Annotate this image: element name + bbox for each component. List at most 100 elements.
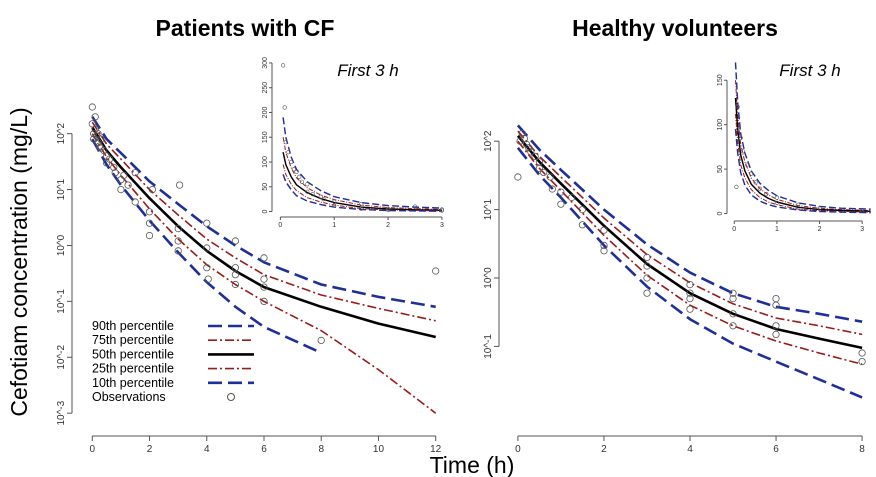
p75-line xyxy=(517,130,863,336)
y-tick-label: 10^0 xyxy=(56,234,67,256)
inset-observation-point xyxy=(305,182,310,187)
observation-point xyxy=(643,289,651,297)
observation-point xyxy=(729,310,737,318)
observation-point xyxy=(131,198,139,206)
inset-observation-point xyxy=(740,149,745,154)
observation-point xyxy=(105,155,114,163)
observation-point xyxy=(231,237,239,245)
observation-point xyxy=(858,357,866,366)
observation-point xyxy=(772,322,780,330)
inset-observation-point xyxy=(738,135,743,141)
inset-observation-point xyxy=(359,206,364,211)
inset-observation-point xyxy=(283,140,288,145)
observation-point xyxy=(772,294,780,303)
inset-background xyxy=(730,58,875,218)
inset-observation-point xyxy=(774,200,780,205)
inset-observation-point xyxy=(749,171,754,176)
y-tick-label: 10^-1 xyxy=(483,334,494,359)
x-tick-label: 2 xyxy=(601,444,607,455)
observation-point xyxy=(578,221,587,229)
x-tick-label: 12 xyxy=(430,444,442,455)
inset-x-tick-label: 1 xyxy=(332,222,336,229)
inset-observation-point xyxy=(386,207,391,213)
observation-point xyxy=(176,181,184,189)
p75-line xyxy=(91,121,436,322)
inset-y-tick-label: 200 xyxy=(262,107,269,119)
x-tick-label: 4 xyxy=(204,444,210,455)
inset-p50-line xyxy=(734,97,871,213)
observation-point xyxy=(145,232,154,240)
inset-observation-point xyxy=(299,179,305,184)
inset-observation-point xyxy=(282,105,287,110)
inset-plot: 0 1 2 3 0 50 100 150 200 250 300 First 3 h xyxy=(262,57,450,229)
y-tick-label: 10^2 xyxy=(56,123,67,145)
observation-point xyxy=(686,280,694,289)
x-tick-label: 2 xyxy=(147,444,153,455)
inset-observation-point xyxy=(744,162,750,167)
inset-observation-point xyxy=(297,174,302,179)
inset-observation-point xyxy=(332,203,337,208)
x-axis: 0 2 4 6 8 10 12 xyxy=(90,435,442,455)
inset-p75-line xyxy=(735,80,871,211)
inset-y-tick-label: 50 xyxy=(717,165,724,173)
inset-x-tick-label: 0 xyxy=(278,222,282,229)
observation-point xyxy=(557,200,565,208)
y-tick-label: 10^1 xyxy=(483,198,494,220)
observation-point xyxy=(531,152,539,160)
x-tick-label: 6 xyxy=(773,444,779,455)
inset-title: First 3 h xyxy=(779,61,840,80)
observation-point xyxy=(260,283,268,291)
observation-point xyxy=(95,142,104,150)
observation-point xyxy=(145,219,154,227)
x-tick-label: 8 xyxy=(318,444,324,455)
inset-observation-point xyxy=(736,127,741,132)
observation-point xyxy=(174,237,182,245)
inset-y-tick-label: 50 xyxy=(262,183,269,191)
observation-point xyxy=(568,193,576,202)
p90-line xyxy=(516,124,863,323)
inset-p25-line xyxy=(282,164,442,212)
inset-p10-line xyxy=(282,174,442,212)
observation-point xyxy=(643,262,651,270)
observation-point xyxy=(729,294,737,303)
inset-background xyxy=(275,58,450,214)
inset-p10-line xyxy=(734,129,871,214)
inset-observation-point xyxy=(735,104,740,109)
inset-p25-line xyxy=(735,113,871,213)
inset-plot: 0 1 2 3 0 50 100 150 First 3 h xyxy=(717,58,875,233)
observation-point xyxy=(729,322,737,330)
observation-point xyxy=(203,219,211,227)
inset-observation-point xyxy=(286,150,291,155)
observation-point xyxy=(231,264,239,272)
inset-y-tick-label: 250 xyxy=(262,82,269,94)
inset-title: First 3 h xyxy=(337,61,398,80)
observation-point xyxy=(600,247,608,255)
observation-point xyxy=(686,294,694,303)
observation-point xyxy=(548,185,556,193)
inset-x-tick-label: 3 xyxy=(860,226,864,233)
y-tick-label: 10^0 xyxy=(483,267,494,289)
observation-point xyxy=(432,267,440,275)
observation-point xyxy=(88,120,96,128)
x-axis-title: Time (h) xyxy=(430,452,515,477)
observation-point xyxy=(317,336,325,344)
y-tick-label: 10^-1 xyxy=(56,289,67,314)
left-panel-title: Patients with CF xyxy=(156,15,335,41)
observation-point xyxy=(600,241,608,249)
observation-point xyxy=(91,113,99,121)
y-axis-title: Cefotiam concentration (mg/L) xyxy=(6,107,32,416)
observation-point xyxy=(117,186,125,194)
inset-observation-point xyxy=(860,207,865,213)
inset-observation-point xyxy=(281,63,286,68)
observation-point xyxy=(174,247,182,255)
observation-point xyxy=(260,275,268,283)
observation-point xyxy=(110,163,118,171)
inset-observation-point xyxy=(310,192,315,197)
observation-point xyxy=(131,169,139,177)
observation-point xyxy=(643,253,651,261)
x-tick-label: 8 xyxy=(859,444,865,455)
inset-x-tick-label: 1 xyxy=(775,226,779,233)
y-tick-label: 10^-2 xyxy=(56,344,67,369)
